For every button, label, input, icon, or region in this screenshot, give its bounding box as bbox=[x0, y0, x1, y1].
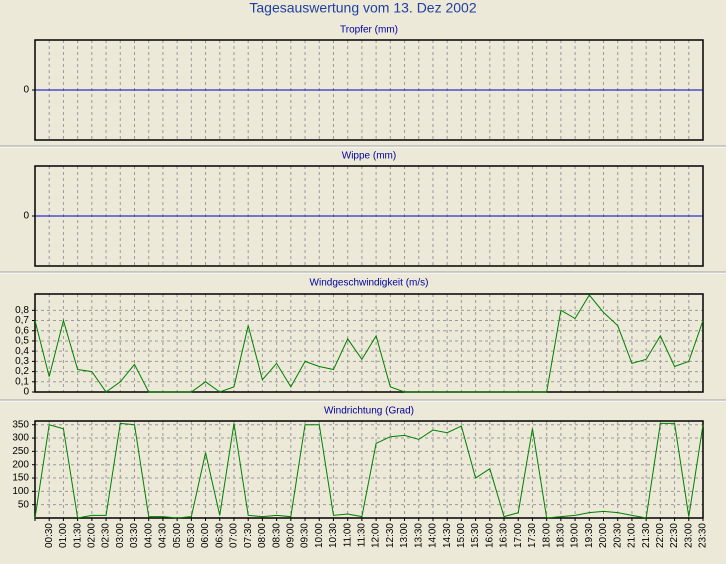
x-tick-label: 05:30 bbox=[186, 523, 197, 548]
x-tick-label: 22:00 bbox=[655, 523, 666, 548]
y-tick-label: 350 bbox=[12, 419, 29, 430]
chart-title: Windrichtung (Grad) bbox=[324, 406, 414, 417]
x-tick-label: 22:30 bbox=[669, 523, 680, 548]
x-tick-label: 17:30 bbox=[527, 523, 538, 548]
y-tick-label: 200 bbox=[12, 459, 29, 470]
x-tick-label: 11:00 bbox=[342, 523, 353, 548]
chart-title: Tropfer (mm) bbox=[340, 25, 398, 36]
x-tick-label: 23:00 bbox=[683, 523, 694, 548]
x-tick-label: 02:00 bbox=[86, 523, 97, 548]
x-tick-label: 04:30 bbox=[158, 523, 169, 548]
x-tick-label: 03:30 bbox=[129, 523, 140, 548]
x-tick-label: 08:30 bbox=[271, 523, 282, 548]
x-tick-label: 06:00 bbox=[200, 523, 211, 548]
x-tick-label: 07:00 bbox=[229, 523, 240, 548]
page-title: Tagesauswertung vom 13. Dez 2002 bbox=[249, 0, 476, 16]
x-tick-label: 08:00 bbox=[257, 523, 268, 548]
x-tick-label: 09:30 bbox=[300, 523, 311, 548]
x-tick-label: 01:00 bbox=[58, 523, 69, 548]
x-tick-label: 23:30 bbox=[698, 523, 709, 548]
y-tick-label: 50 bbox=[18, 499, 30, 510]
x-tick-label: 12:30 bbox=[385, 523, 396, 548]
y-tick-label: 300 bbox=[12, 433, 29, 444]
x-tick-label: 14:30 bbox=[442, 523, 453, 548]
chart-title: Windgeschwindigkeit (m/s) bbox=[310, 278, 429, 289]
x-tick-label: 15:00 bbox=[456, 523, 467, 548]
x-tick-label: 16:30 bbox=[499, 523, 510, 548]
x-tick-label: 04:00 bbox=[143, 523, 154, 548]
y-tick-label: 0,5 bbox=[15, 336, 29, 347]
x-tick-label: 19:30 bbox=[584, 523, 595, 548]
x-tick-label: 16:00 bbox=[484, 523, 495, 548]
y-tick-label: 0,8 bbox=[15, 305, 29, 316]
x-tick-label: 12:00 bbox=[371, 523, 382, 548]
x-tick-label: 18:00 bbox=[541, 523, 552, 548]
x-tick-label: 00:30 bbox=[44, 523, 55, 548]
x-tick-label: 05:00 bbox=[172, 523, 183, 548]
y-tick-label: 0,1 bbox=[15, 376, 29, 387]
plot-frame bbox=[34, 293, 704, 393]
y-tick-label: 0,7 bbox=[15, 315, 29, 326]
y-tick-label: 0 bbox=[23, 85, 29, 96]
y-tick-label: 0,4 bbox=[15, 346, 29, 357]
y-tick-label: 0 bbox=[23, 387, 29, 398]
x-tick-label: 18:30 bbox=[556, 523, 567, 548]
y-tick-label: 100 bbox=[12, 486, 29, 497]
y-tick-label: 0,6 bbox=[15, 325, 29, 336]
x-tick-label: 10:00 bbox=[314, 523, 325, 548]
x-tick-label: 15:30 bbox=[470, 523, 481, 548]
x-tick-label: 03:00 bbox=[115, 523, 126, 548]
x-tick-label: 09:00 bbox=[285, 523, 296, 548]
x-tick-label: 20:30 bbox=[612, 523, 623, 548]
y-tick-label: 0,2 bbox=[15, 366, 29, 377]
x-tick-label: 13:00 bbox=[399, 523, 410, 548]
x-tick-label: 10:30 bbox=[328, 523, 339, 548]
x-tick-label: 17:00 bbox=[513, 523, 524, 548]
x-tick-label: 13:30 bbox=[413, 523, 424, 548]
plot-frame bbox=[34, 420, 704, 519]
y-tick-label: 250 bbox=[12, 446, 29, 457]
y-tick-label: 150 bbox=[12, 473, 29, 484]
x-tick-label: 07:30 bbox=[243, 523, 254, 548]
x-tick-label: 02:30 bbox=[101, 523, 112, 548]
x-tick-label: 11:30 bbox=[357, 523, 368, 548]
x-tick-label: 21:00 bbox=[627, 523, 638, 548]
x-tick-label: 20:00 bbox=[598, 523, 609, 548]
x-tick-label: 19:00 bbox=[570, 523, 581, 548]
y-tick-label: 0,3 bbox=[15, 356, 29, 367]
data-line bbox=[34, 294, 704, 393]
x-tick-label: 14:00 bbox=[428, 523, 439, 548]
x-tick-label: 01:30 bbox=[72, 523, 83, 548]
x-tick-label: 06:30 bbox=[214, 523, 225, 548]
y-tick-label: 0 bbox=[23, 211, 29, 222]
data-line bbox=[34, 422, 704, 519]
x-tick-label: 21:30 bbox=[641, 523, 652, 548]
chart-title: Wippe (mm) bbox=[342, 151, 396, 162]
